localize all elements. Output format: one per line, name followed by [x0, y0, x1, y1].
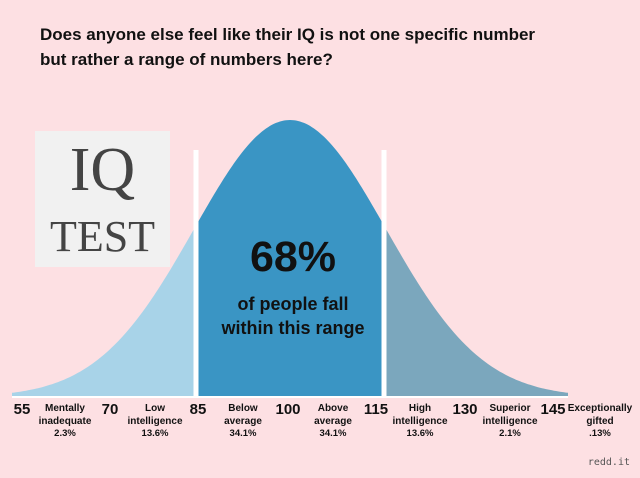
highlight-caption-line-1: of people fall [237, 294, 349, 314]
highlight-percent: 68% [249, 233, 337, 281]
tick-label: 100 [275, 401, 301, 418]
tick-label: 55 [13, 401, 31, 418]
band-share: 34.1% [319, 428, 347, 439]
band-label: Low intelligence 13.6% [105, 403, 205, 441]
band-label: High intelligence 13.6% [370, 403, 470, 441]
tick-label: 145 [540, 401, 566, 418]
band-name-line-2: intelligence [482, 415, 538, 427]
band-share: 2.3% [54, 428, 76, 439]
band-name-line-1: Below [228, 403, 258, 414]
band-share: 34.1% [229, 428, 257, 439]
band-name-line-2: intelligence [127, 415, 183, 427]
band-name-line-1: Mentally [44, 403, 85, 414]
tick-label: 130 [452, 401, 478, 418]
curve-segment-left-tail [12, 225, 196, 397]
post-title: Does anyone else feel like their IQ is n… [40, 22, 620, 72]
credit-label: redd.it [587, 457, 630, 468]
logo-iq-text: IQ [69, 136, 136, 204]
band-name-line-1: Above [317, 403, 349, 414]
band-share: .13% [589, 428, 611, 439]
tick-label: 85 [189, 401, 207, 418]
band-share: 13.6% [406, 428, 434, 439]
band-name-line-1: Low [145, 403, 165, 414]
band-name-line-1: Superior [489, 403, 531, 414]
band-label: Exceptionally gifted .13% [550, 403, 640, 441]
band-label: Mentally inadequate 2.3% [15, 403, 115, 441]
tick-label: 70 [101, 401, 119, 418]
band-label: Below average 34.1% [193, 403, 293, 441]
band-name-line-2: inadequate [38, 415, 92, 427]
band-name-line-2: gifted [586, 415, 614, 427]
highlight-caption-line-2: within this range [221, 318, 365, 338]
band-name-line-2: average [224, 415, 262, 427]
iq-test-logo: IQ TEST [35, 131, 170, 267]
band-name-line-2: intelligence [392, 415, 448, 427]
tick-label: 115 [363, 401, 389, 418]
post-title-line-2: but rather a range of numbers here? [40, 50, 333, 69]
highlight-caption: of people fall within this range [200, 292, 386, 340]
curve-segment-right-tail [384, 225, 568, 397]
logo-test-text: TEST [49, 212, 156, 261]
curve-segment-center [196, 120, 384, 397]
post-title-line-1: Does anyone else feel like their IQ is n… [40, 25, 536, 44]
band-label: Above average 34.1% [283, 403, 383, 441]
band-name-line-1: Exceptionally [567, 403, 633, 414]
band-label: Superior intelligence 2.1% [460, 403, 560, 441]
band-name-line-2: average [314, 415, 352, 427]
band-share: 2.1% [499, 428, 521, 439]
band-share: 13.6% [141, 428, 169, 439]
band-name-line-1: High [408, 403, 432, 414]
